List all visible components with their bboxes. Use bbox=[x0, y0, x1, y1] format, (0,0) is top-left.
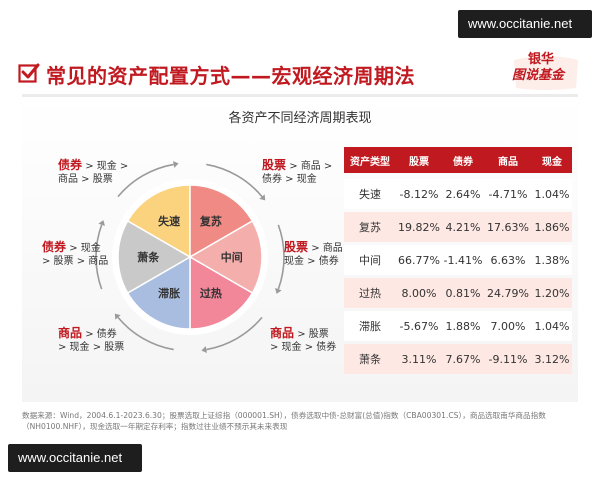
cycle-sector bbox=[126, 255, 191, 330]
table-cell: -8.12% bbox=[399, 187, 439, 201]
table-cell: 19.82% bbox=[398, 220, 440, 234]
cycle-arrow-arc bbox=[206, 163, 263, 198]
cycle-arrow-arc bbox=[277, 224, 285, 290]
table-cell: 3.12% bbox=[534, 352, 570, 366]
cycle-phase-label: 失速 bbox=[158, 214, 180, 228]
table-cell: 复苏 bbox=[359, 221, 381, 234]
table-cell: 8.00% bbox=[401, 286, 437, 300]
cycle-sector bbox=[117, 219, 192, 295]
watermark-bottom: www.occitanie.net bbox=[8, 444, 142, 472]
cycle-arrowhead-icon bbox=[114, 313, 121, 320]
cycle-phase-label: 中间 bbox=[221, 250, 243, 264]
table-header: 资产类型 股票 债券 商品 现金 bbox=[344, 147, 572, 173]
label-zhongjian: 股票 > 商品 > 现金 > 债券 bbox=[284, 240, 355, 268]
source-line-1: 数据来源：Wind，2004.6.1-2023.6.30；股票选取上证综指（00… bbox=[22, 411, 546, 420]
table-cell: 7.00% bbox=[490, 319, 526, 333]
cycle-phase-label: 滞胀 bbox=[158, 286, 180, 300]
performance-table: 资产类型 股票 债券 商品 现金 失速 -8.12% 2.64% -4.71% … bbox=[344, 147, 572, 377]
source-line-2: （NH0100.NHF），现金选取一年期定存利率；指数过往业绩不预示其未来表现 bbox=[22, 422, 288, 431]
header-cell: 资产类型 bbox=[350, 156, 390, 168]
label-fusu: 股票 > 商品 > 债券 > 现金 bbox=[262, 158, 333, 186]
panel-title: 各资产不同经济周期表现 bbox=[228, 111, 372, 126]
header-cell: 股票 bbox=[409, 156, 429, 168]
diagram-panel: 各资产不同经济周期表现 失速 复苏 中间 过热 滞胀 萧条 债券 > 现金 > 商品 > 股… bbox=[22, 94, 578, 402]
cycle-arrowhead-icon bbox=[98, 220, 105, 227]
table-cell: 2.64% bbox=[445, 187, 481, 201]
table-row: 滞胀 -5.67% 1.88% 7.00% 1.04% bbox=[344, 311, 572, 341]
table-cell: 1.04% bbox=[534, 319, 570, 333]
table-cell: 1.88% bbox=[445, 319, 481, 333]
table-cell: -5.67% bbox=[399, 319, 439, 333]
watermark-top: www.occitanie.net bbox=[458, 10, 592, 38]
label-zhizhang: 商品 > 债券 > 现金 > 股票 bbox=[58, 326, 125, 354]
label-guore: 商品 > 股票 > 现金 > 债券 bbox=[270, 326, 337, 354]
cycle-phase-label: 过热 bbox=[200, 286, 222, 300]
table-cell: 17.63% bbox=[487, 220, 529, 234]
table-cell: 3.11% bbox=[401, 352, 437, 366]
cycle-sector bbox=[189, 184, 254, 259]
logo-text-top: 银华 bbox=[528, 52, 555, 67]
data-source-note: 数据来源：Wind，2004.6.1-2023.6.30；股票选取上证综指（00… bbox=[22, 410, 582, 432]
cycle-phase-label: 萧条 bbox=[137, 250, 160, 264]
table-cell: 1.38% bbox=[534, 253, 570, 267]
table-cell: 失速 bbox=[359, 188, 381, 201]
cycle-arrow-arc bbox=[117, 316, 174, 351]
header-cell: 现金 bbox=[542, 156, 562, 168]
table-cell: 4.21% bbox=[445, 220, 481, 234]
table-cell: 24.79% bbox=[487, 286, 529, 300]
table-cell: 0.81% bbox=[445, 286, 481, 300]
table-cell: 7.67% bbox=[445, 352, 481, 366]
table-cell: 1.04% bbox=[534, 187, 570, 201]
cycle-arrow-arc bbox=[117, 163, 174, 198]
table-cell: 萧条 bbox=[359, 353, 381, 366]
table-row: 萧条 3.11% 7.67% -9.11% 3.12% bbox=[344, 344, 572, 374]
cycle-arrowhead-icon bbox=[201, 346, 207, 354]
table-cell: 66.77% bbox=[398, 253, 440, 267]
table-cell: 1.20% bbox=[534, 286, 570, 300]
table-cell: -9.11% bbox=[488, 352, 528, 366]
table-cell: 过热 bbox=[359, 287, 381, 300]
cycle-sector bbox=[189, 255, 254, 330]
logo-text-bottom: 图说基金 bbox=[512, 68, 565, 83]
logo-badge-icon bbox=[514, 56, 578, 90]
table-cell: 中间 bbox=[359, 254, 381, 267]
table-cell: -1.41% bbox=[443, 253, 483, 267]
cycle-arrowhead-icon bbox=[173, 160, 179, 168]
table-row: 复苏 19.82% 4.21% 17.63% 1.86% bbox=[344, 212, 572, 242]
table-cell: 1.86% bbox=[534, 220, 570, 234]
cycle-sector bbox=[188, 219, 263, 295]
cycle-sector bbox=[126, 184, 191, 259]
table-cell: 滞胀 bbox=[359, 320, 381, 333]
table-cell: 6.63% bbox=[490, 253, 526, 267]
table-row: 失速 -8.12% 2.64% -4.71% 1.04% bbox=[344, 179, 572, 209]
table-row: 中间 66.77% -1.41% 6.63% 1.38% bbox=[344, 245, 572, 275]
cycle-phase-label: 复苏 bbox=[199, 214, 222, 228]
cycle-arrow-arc bbox=[206, 316, 263, 351]
label-shisu: 债券 > 现金 > 商品 > 股票 bbox=[58, 158, 129, 186]
label-xiaotiao: 债券 > 现金 > 股票 > 商品 bbox=[42, 240, 109, 268]
cycle-arrow-arc bbox=[95, 224, 103, 290]
table-row: 过热 8.00% 0.81% 24.79% 1.20% bbox=[344, 278, 572, 308]
cycle-arrowhead-icon bbox=[275, 287, 282, 294]
cycle-arrowhead-icon bbox=[259, 194, 266, 201]
page-title: 常见的资产配置方式——宏观经济周期法 bbox=[46, 64, 415, 88]
header-cell: 商品 bbox=[498, 156, 518, 168]
checkbox-icon bbox=[18, 63, 40, 83]
header: 常见的资产配置方式——宏观经济周期法 bbox=[18, 58, 578, 88]
header-cell: 债券 bbox=[453, 156, 473, 168]
table-cell: -4.71% bbox=[488, 187, 528, 201]
